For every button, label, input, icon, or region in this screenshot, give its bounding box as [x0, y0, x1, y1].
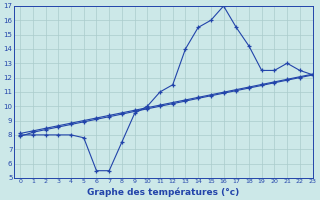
X-axis label: Graphe des températures (°c): Graphe des températures (°c) [87, 187, 239, 197]
